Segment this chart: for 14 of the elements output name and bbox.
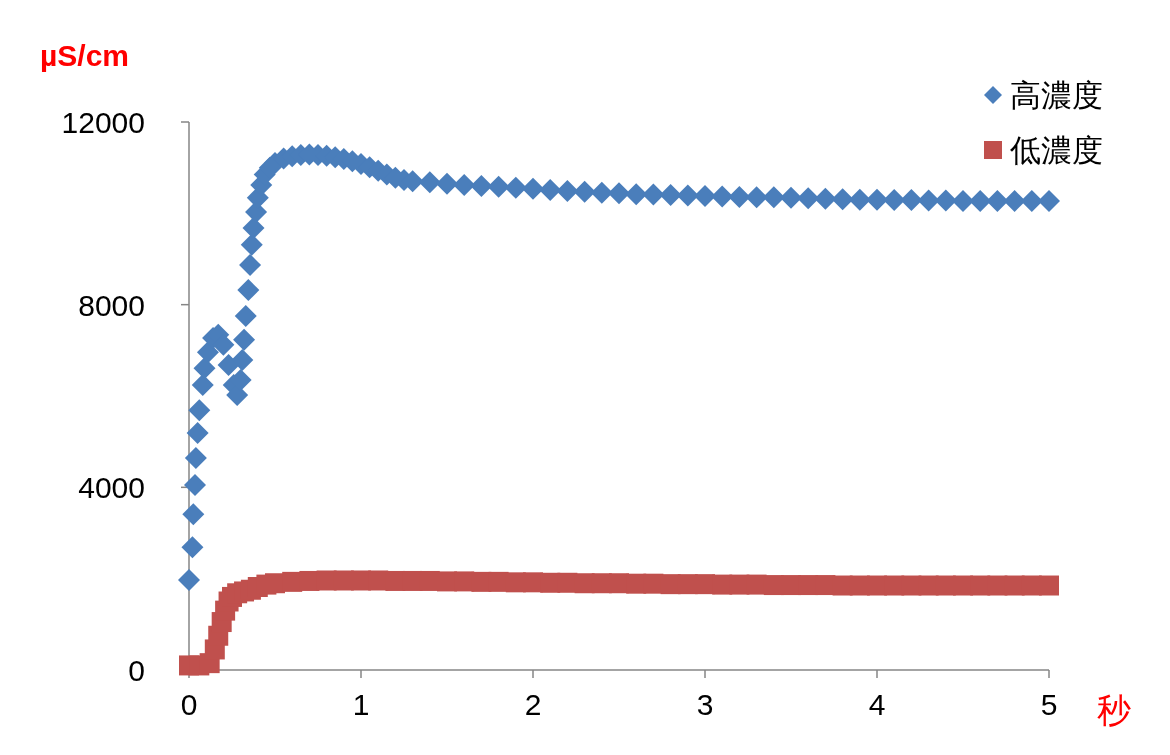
y-tick-label: 4000 [78,471,145,505]
legend-label: 低濃度 [1010,133,1103,168]
y-tick-label: 0 [128,654,145,687]
legend-label: 高濃度 [1010,78,1103,113]
y-tick-label: 12000 [61,106,145,139]
y-axis-title: µS/cm [40,39,129,72]
x-tick-label: 4 [868,688,886,721]
x-tick-label: 5 [1040,688,1058,721]
x-tick-label: 2 [524,688,542,721]
x-tick-label: 1 [352,688,370,721]
x-tick-label: 3 [696,688,714,721]
x-tick-label: 0 [180,688,198,721]
y-tick-label: 8000 [78,288,145,322]
x-axis-title: 秒 [1097,691,1131,729]
